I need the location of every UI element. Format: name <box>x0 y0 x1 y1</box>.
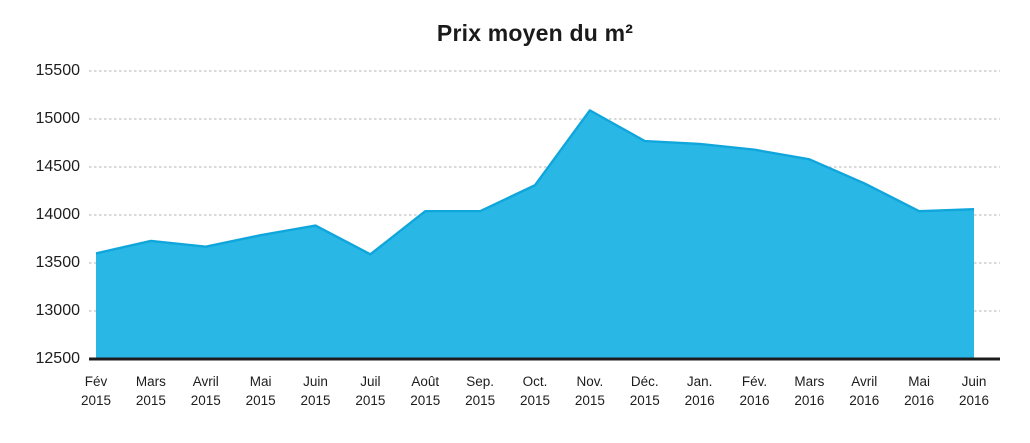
x-tick-year: 2016 <box>794 392 825 408</box>
x-tick-year: 2015 <box>80 392 112 408</box>
x-tick-label: Fév 2015 <box>64 373 128 410</box>
x-tick-month: Avril <box>192 374 219 389</box>
x-tick-label: Mars 2015 <box>119 373 183 410</box>
x-tick-label: Avril 2015 <box>174 373 238 410</box>
x-tick-month: Juin <box>961 374 987 389</box>
x-tick-label: Déc. 2015 <box>613 373 677 410</box>
x-tick-label: Août 2015 <box>393 373 457 410</box>
x-tick-month: Oct. <box>522 374 548 389</box>
x-tick-month: Avril <box>851 374 878 389</box>
x-tick-month: Mars <box>135 374 166 389</box>
x-tick-label: Mars 2016 <box>777 373 841 410</box>
x-tick-month: Mars <box>794 374 825 389</box>
x-tick-month: Août <box>411 374 440 389</box>
area-top-line <box>95 109 975 256</box>
y-tick-label: 15500 <box>35 62 81 79</box>
x-tick-month: Juin <box>303 374 328 389</box>
x-tick-year: 2016 <box>904 392 935 408</box>
x-tick-label: Nov. 2015 <box>558 373 622 410</box>
x-tick-label: Juin 2015 <box>284 373 348 410</box>
y-tick-label: 13500 <box>35 254 81 271</box>
x-tick-year: 2016 <box>684 392 715 408</box>
y-tick-label: 14500 <box>35 158 81 175</box>
y-tick-label: 14000 <box>35 206 81 223</box>
x-tick-month: Déc. <box>630 374 659 389</box>
x-tick-month: Mai <box>249 374 272 389</box>
x-tick-label: Sep. 2015 <box>448 373 512 410</box>
x-tick-year: 2016 <box>739 392 770 408</box>
x-tick-label: Juin 2016 <box>942 373 1006 410</box>
area-fill <box>96 110 974 358</box>
x-tick-year: 2015 <box>465 392 496 408</box>
x-tick-year: 2015 <box>519 392 551 408</box>
x-tick-month: Mai <box>908 374 930 389</box>
x-tick-year: 2015 <box>629 392 660 408</box>
x-tick-label: Juil 2015 <box>338 373 402 410</box>
y-tick-label: 13000 <box>35 302 81 319</box>
x-tick-year: 2015 <box>245 392 276 408</box>
x-tick-month: Sep. <box>466 374 495 389</box>
x-tick-label: Mai 2015 <box>229 373 293 410</box>
chart-title: Prix moyen du m² <box>436 20 634 46</box>
x-tick-month: Nov. <box>576 374 604 389</box>
x-tick-month: Juil <box>360 374 381 389</box>
x-tick-year: 2016 <box>958 392 990 408</box>
x-tick-month: Fév. <box>741 374 768 389</box>
x-tick-label: Oct. 2015 <box>503 373 567 410</box>
x-tick-label: Avril 2016 <box>832 373 896 410</box>
x-tick-year: 2015 <box>410 392 441 408</box>
x-tick-month: Jan. <box>686 374 713 389</box>
x-tick-year: 2015 <box>135 392 166 408</box>
x-tick-year: 2015 <box>300 392 331 408</box>
x-tick-label: Mai 2016 <box>887 373 951 410</box>
x-tick-year: 2015 <box>355 392 386 408</box>
x-tick-label: Fév. 2016 <box>723 373 787 410</box>
x-tick-year: 2015 <box>190 392 221 408</box>
x-tick-year: 2015 <box>574 392 605 408</box>
x-tick-month: Fév <box>84 374 108 389</box>
x-tick-label: Jan. 2016 <box>668 373 732 410</box>
x-tick-year: 2016 <box>849 392 880 408</box>
y-tick-label: 15000 <box>35 110 81 127</box>
y-tick-label: 12500 <box>35 350 81 367</box>
